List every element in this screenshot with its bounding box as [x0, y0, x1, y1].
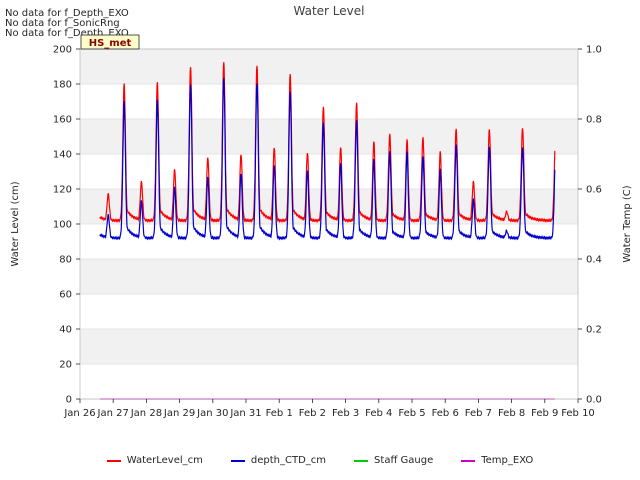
x-tick-label: Feb 9 [531, 408, 558, 419]
y-tick-label-left: 0 [66, 395, 72, 406]
site-badge-label: HS_met [89, 38, 132, 49]
legend-item: depth_CTD_cm [230, 455, 327, 466]
legend-item: WaterLevel_cm [106, 455, 203, 466]
y-tick-label-right: 0.0 [586, 395, 602, 406]
legend-label: Staff Gauge [374, 455, 434, 466]
no-data-message-2: No data for f_SonicRng [5, 18, 120, 29]
grid-band [80, 119, 578, 154]
grid-band [80, 49, 578, 84]
legend-swatch [106, 459, 121, 462]
series-line-depth_CTD_cm [99, 77, 556, 241]
x-tick-label: Feb 10 [561, 408, 595, 419]
x-tick-label: Jan 28 [130, 408, 162, 419]
grid-band [80, 259, 578, 294]
legend-swatch [461, 459, 476, 462]
y-tick-label-left: 180 [53, 80, 72, 91]
y-tick-label-right: 0.4 [586, 255, 602, 266]
x-tick-label: Feb 8 [498, 408, 525, 419]
x-tick-label: Feb 4 [365, 408, 392, 419]
y-tick-label-left: 20 [59, 360, 72, 371]
y-tick-label-left: 120 [53, 185, 72, 196]
series-line-WaterLevel_cm [99, 62, 556, 224]
grid-band [80, 189, 578, 224]
y-tick-label-left: 100 [53, 220, 72, 231]
x-tick-label: Feb 3 [332, 408, 359, 419]
x-tick-label: Feb 1 [266, 408, 293, 419]
x-tick-label: Jan 29 [163, 408, 195, 419]
y-tick-label-right: 0.6 [586, 185, 602, 196]
site-badge [80, 34, 140, 50]
x-tick-label: Feb 6 [432, 408, 459, 419]
y-tick-label-right: 1.0 [586, 45, 602, 56]
y-tick-label-left: 40 [59, 325, 72, 336]
chart-legend: WaterLevel_cm depth_CTD_cm Staff Gauge Temp… [0, 455, 640, 466]
y-tick-label-right: 0.8 [586, 115, 602, 126]
x-tick-label: Feb 7 [465, 408, 492, 419]
y-axis-title-right: Water Temp (C) [622, 185, 633, 262]
y-tick-label-left: 80 [59, 255, 72, 266]
grid-band [80, 329, 578, 364]
x-tick-label: Jan 26 [63, 408, 95, 419]
y-tick-label-right: 0.2 [586, 325, 602, 336]
legend-swatch [354, 459, 369, 462]
legend-label: WaterLevel_cm [126, 455, 203, 466]
no-data-message-3: No data for f_Depth_EXO [5, 28, 129, 39]
legend-item: Temp_EXO [461, 455, 533, 466]
y-tick-label-left: 60 [59, 290, 72, 301]
y-tick-label-left: 140 [53, 150, 72, 161]
x-tick-label: Jan 31 [229, 408, 261, 419]
x-tick-label: Jan 27 [97, 408, 129, 419]
legend-label: Temp_EXO [481, 455, 534, 466]
y-tick-label-left: 160 [53, 115, 72, 126]
legend-label: depth_CTD_cm [250, 455, 327, 466]
x-tick-label: Jan 30 [196, 408, 228, 419]
chart-title: Water Level [294, 4, 365, 18]
x-tick-label: Feb 2 [299, 408, 326, 419]
legend-swatch [230, 459, 245, 462]
y-tick-label-left: 200 [53, 45, 72, 56]
x-tick-label: Feb 5 [398, 408, 425, 419]
legend-item: Staff Gauge [354, 455, 433, 466]
no-data-message-1: No data for f_Depth_EXO [5, 8, 129, 19]
y-axis-title-left: Water Level (cm) [10, 181, 21, 266]
